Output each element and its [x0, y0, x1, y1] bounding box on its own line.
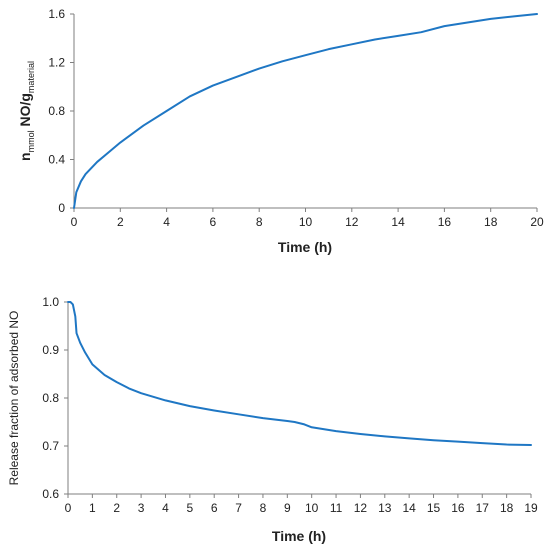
- chart-1-y-axis-title: nmmol NO/gmaterial: [17, 61, 36, 161]
- chart-2-x-tick-label: 19: [524, 501, 538, 515]
- chart-1-ticks: 0 2 4 6 8 10 12 14 16 18 20 0 0.4 0.8 1.2 1.6: [48, 7, 544, 229]
- chart-2-x-tick-label: 0: [65, 501, 72, 515]
- chart-1-y-tick-label: 0: [58, 201, 65, 215]
- chart-2-x-tick-label: 9: [284, 501, 291, 515]
- chart-1-y-tick-label: 1.6: [48, 7, 65, 21]
- chart-1-x-tick-label: 14: [391, 215, 405, 229]
- chart-2-y-tick-label: 0.7: [42, 439, 59, 453]
- chart-1-x-tick-label: 16: [438, 215, 452, 229]
- chart-1-ylabel-mid: NO/g: [17, 93, 33, 130]
- chart-2-y-tick-label: 0.6: [42, 487, 59, 501]
- chart-2-x-tick-label: 1: [89, 501, 96, 515]
- chart-1-x-tick-label: 20: [530, 215, 544, 229]
- chart-2-y-axis-title: Release fraction of adsorbed NO: [7, 311, 21, 486]
- chart-1-y-tick-label: 0.4: [48, 153, 65, 167]
- chart-2-x-axis-title: Time (h): [272, 528, 326, 544]
- chart-1-y-tick-label: 0.8: [48, 104, 65, 118]
- chart-2-y-tick-label: 0.8: [42, 391, 59, 405]
- chart-2-x-tick-label: 11: [330, 501, 343, 515]
- chart-2-x-tick-label: 8: [260, 501, 267, 515]
- chart-1-y-tick-label: 1.2: [48, 56, 65, 70]
- chart-1-x-tick-label: 0: [71, 215, 78, 229]
- chart-1-x-tick-label: 18: [484, 215, 498, 229]
- chart-2-x-tick-label: 14: [402, 501, 416, 515]
- chart-1-x-tick-label: 6: [210, 215, 217, 229]
- chart-1-x-tick-label: 2: [117, 215, 124, 229]
- chart-1-series-line: [73, 13, 538, 209]
- chart-1-x-tick-label: 4: [163, 215, 170, 229]
- chart-2-x-tick-label: 17: [476, 501, 490, 515]
- chart-2-x-tick-label: 4: [162, 501, 169, 515]
- chart-2-x-tick-label: 10: [305, 501, 319, 515]
- chart-2-ticks: 0 1 2 3 4 5 6 7 8 9 10 11 12 13 14 15 16 17 18 190.60.70.80…: [42, 295, 538, 515]
- chart-2-x-tick-label: 2: [113, 501, 120, 515]
- chart-1-ylabel-n: n: [17, 152, 33, 161]
- chart-2-x-tick-label: 18: [500, 501, 514, 515]
- chart-1-x-tick-label: 10: [299, 215, 313, 229]
- chart-2-x-tick-label: 13: [378, 501, 392, 515]
- chart-2-x-tick-label: 12: [354, 501, 368, 515]
- chart-2-x-tick-label: 7: [235, 501, 242, 515]
- chart-2-x-tick-label: 15: [427, 501, 441, 515]
- chart-2-x-tick-label: 5: [186, 501, 193, 515]
- chart-2-y-tick-label: 0.9: [42, 343, 59, 357]
- chart-1-ylabel-n-sub: mmol: [26, 130, 36, 152]
- chart-2-y-tick-label: 1.0: [42, 295, 59, 309]
- chart-1-ylabel-g-sub: material: [26, 61, 36, 93]
- chart-2-x-tick-label: 6: [211, 501, 218, 515]
- chart-2-x-tick-label: 3: [138, 501, 145, 515]
- chart-2-series-line: [67, 301, 532, 447]
- chart-1-x-tick-label: 8: [256, 215, 263, 229]
- chart-2: 0 1 2 3 4 5 6 7 8 9 10 11 12 13 14 15 16 17 18 190.60.70.80…: [7, 295, 538, 544]
- chart-2-x-tick-label: 16: [451, 501, 465, 515]
- chart-1-x-axis-title: Time (h): [278, 239, 332, 255]
- chart-1-x-tick-label: 12: [345, 215, 359, 229]
